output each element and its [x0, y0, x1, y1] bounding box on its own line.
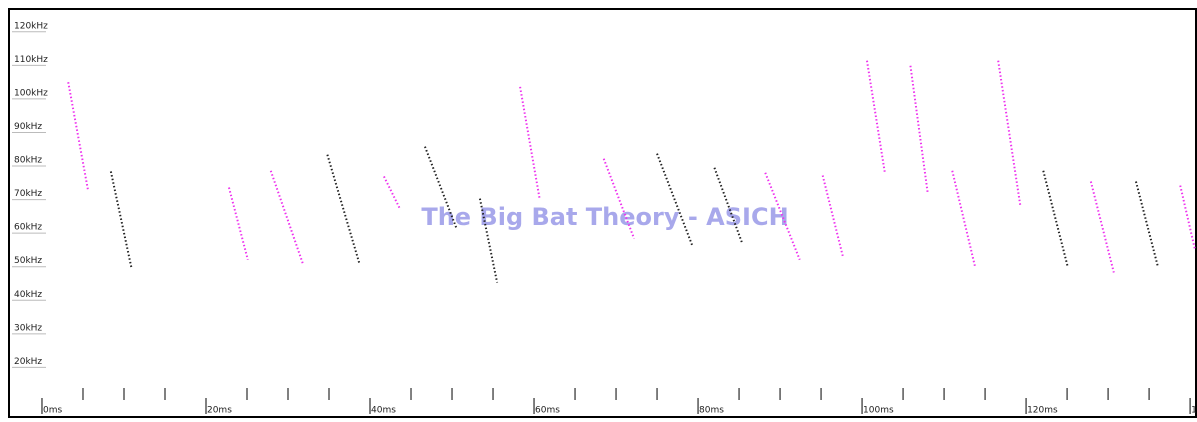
call-trace	[478, 198, 499, 283]
y-tick-label: 100kHz	[14, 88, 48, 98]
call-trace	[519, 86, 541, 200]
call-trace	[269, 170, 304, 264]
call-trace	[821, 175, 845, 258]
y-tick-label: 120kHz	[14, 21, 48, 31]
call-trace	[227, 187, 249, 260]
y-tick-label: 70kHz	[14, 189, 42, 199]
call-trace	[1089, 181, 1115, 273]
call-trace	[909, 65, 929, 193]
call-trace	[865, 60, 887, 174]
x-tick-label: 0ms	[43, 406, 62, 416]
y-tick-label: 80kHz	[14, 156, 42, 166]
x-tick-label: 20ms	[207, 406, 232, 416]
call-trace	[764, 172, 801, 261]
y-tick-label: 50kHz	[14, 256, 42, 266]
call-trace	[109, 171, 133, 268]
call-trace	[951, 170, 977, 268]
plot-frame	[8, 8, 1197, 418]
call-trace	[326, 154, 361, 264]
call-trace	[656, 153, 694, 246]
y-tick-label: 40kHz	[14, 290, 42, 300]
call-trace	[602, 158, 636, 239]
x-tick-label: 40ms	[371, 406, 396, 416]
x-tick-label: 60ms	[535, 406, 560, 416]
x-tick-label: 80ms	[699, 406, 724, 416]
call-trace	[383, 176, 402, 211]
call-trace	[424, 146, 458, 230]
y-tick-label: 90kHz	[14, 122, 42, 132]
call-trace	[713, 167, 744, 244]
y-tick-label: 110kHz	[14, 55, 48, 65]
y-tick-label: 60kHz	[14, 223, 42, 233]
x-tick-label: 140ms	[1191, 406, 1197, 416]
y-tick-label: 30kHz	[14, 323, 42, 333]
call-trace	[997, 60, 1022, 206]
x-tick-label: 100ms	[863, 406, 894, 416]
y-tick-label: 20kHz	[14, 357, 42, 367]
x-tick-label: 120ms	[1027, 406, 1058, 416]
watermark: The Big Bat Theory - ASICH	[421, 203, 788, 231]
